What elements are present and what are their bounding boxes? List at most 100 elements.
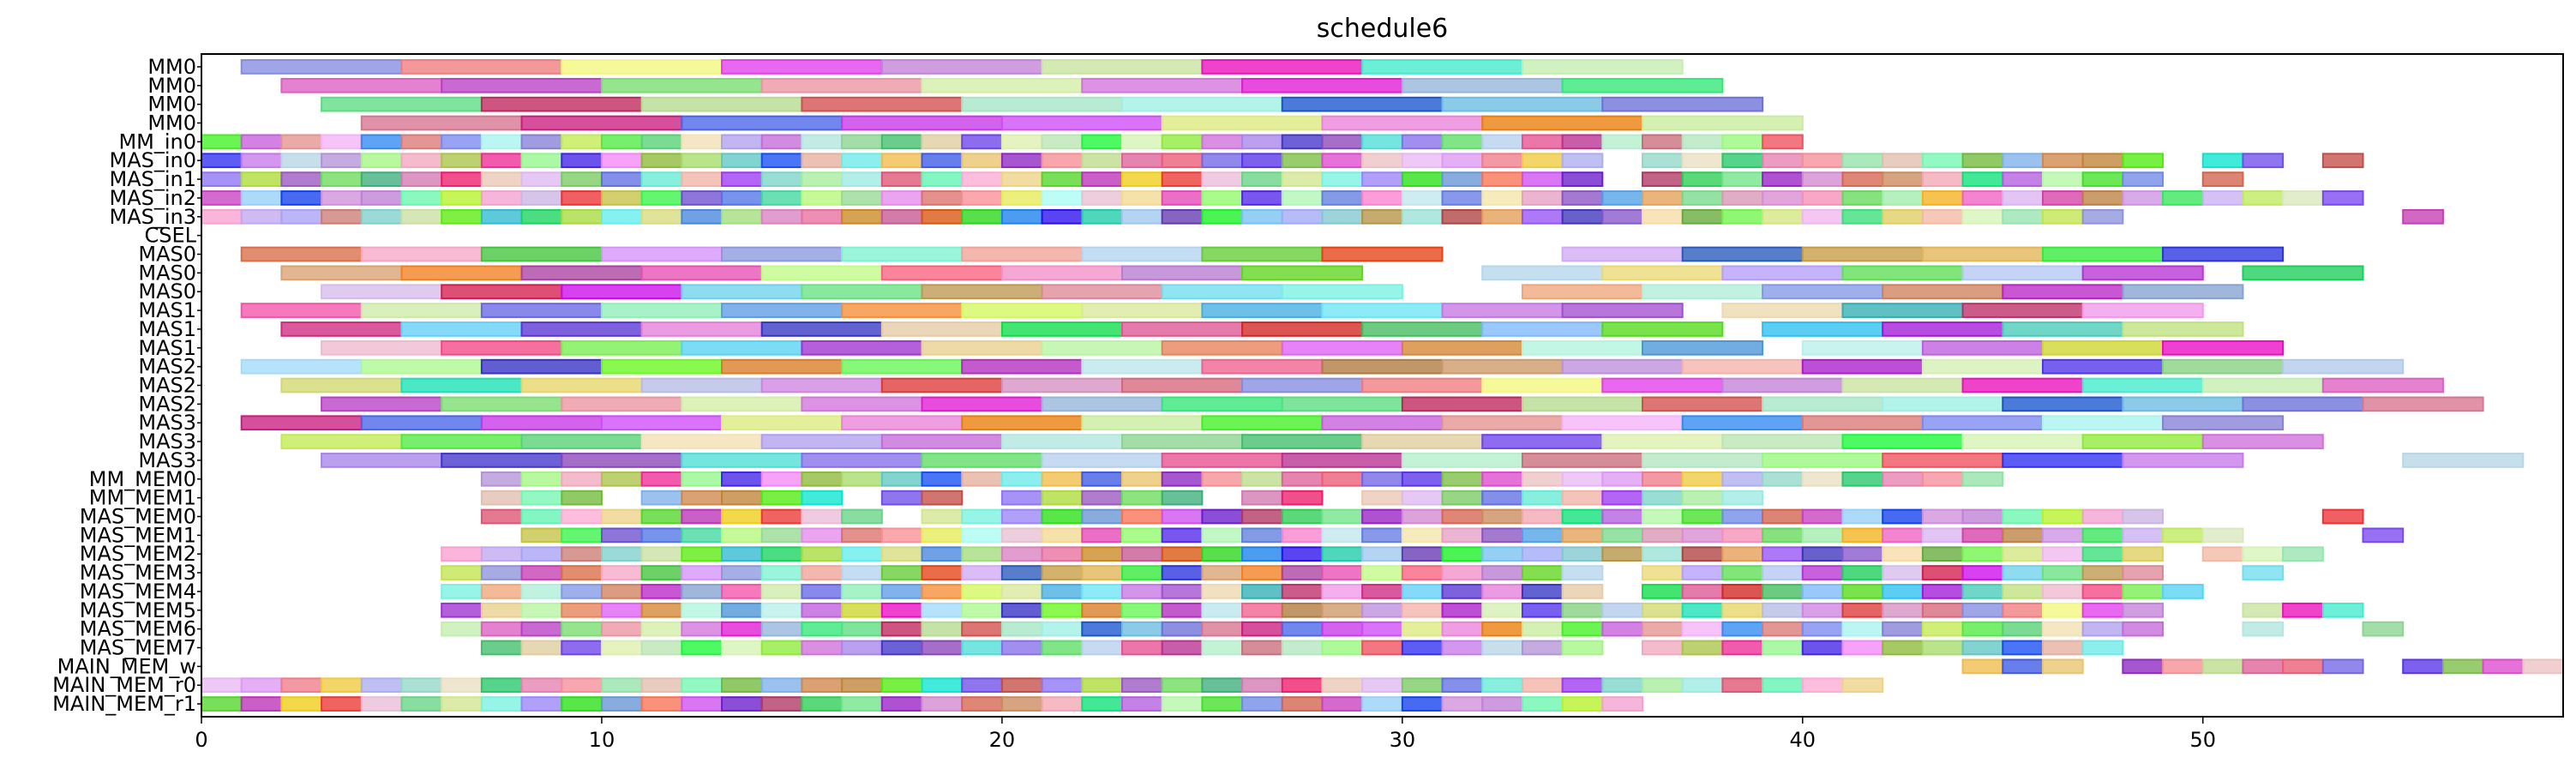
task-bar [1642,640,1684,656]
task-bar [921,490,964,506]
task-bar [561,471,603,487]
task-bar [2081,527,2124,544]
task-bar [321,339,443,356]
task-bar [841,677,883,694]
task-bar [2041,621,2084,637]
task-bar [1801,190,1844,206]
task-bar [280,696,323,712]
task-bar [1642,621,1684,637]
task-bar [1041,640,1084,656]
task-bar [280,321,403,337]
task-bar [1201,358,1324,375]
task-bar [600,677,643,694]
task-bar [1081,584,1123,599]
task-bar [1401,696,1444,712]
task-bar [1041,471,1084,487]
task-bar [520,621,563,637]
y-tick-label: MAS3 [138,430,196,454]
task-bar [2122,508,2165,525]
task-bar [1241,696,1283,712]
y-tick-label: MAS1 [138,336,196,360]
task-bar [480,415,603,431]
task-bar [961,358,1084,375]
task-bar [921,546,964,562]
y-tick-label: MM_in0 [118,129,196,153]
task-bar [1841,565,1884,580]
task-bar [561,677,603,694]
task-bar [1561,303,1684,318]
task-bar [1441,546,1484,562]
task-bar [1241,640,1283,656]
task-bar [681,190,724,206]
x-tick-label: 10 [589,728,615,752]
task-bar [921,284,1043,300]
task-bar [1401,546,1444,562]
task-bar [1241,602,1283,618]
task-bar [1361,508,1403,525]
task-bar [880,640,923,656]
task-bar [2041,208,2084,225]
task-bar [880,134,923,150]
task-bar [1561,527,1604,544]
task-bar [2081,546,2124,562]
task-bar [841,246,964,262]
task-bar [1762,677,1804,694]
task-bar [1921,171,1964,187]
task-bar [2002,208,2044,225]
task-bar [441,621,483,637]
task-bar [1721,171,1764,187]
task-bar [1561,190,1604,206]
task-bar [2002,527,2044,544]
task-bar [1241,527,1283,544]
task-bar [1401,339,1523,356]
task-bar [1601,321,1724,337]
task-bar [1081,77,1244,93]
task-bar [721,153,763,169]
task-bar [1361,621,1403,637]
task-bar [1281,602,1324,618]
task-bar [1361,640,1403,656]
task-bar [2041,658,2084,675]
task-bar [921,134,964,150]
task-bar [480,153,523,169]
task-bar [1681,508,1724,525]
task-bar [2002,602,2044,618]
task-bar [280,265,403,281]
task-bar [1161,640,1204,656]
task-bar [1441,171,1484,187]
task-bar [1321,471,1364,487]
x-tick-label: 20 [989,728,1016,752]
task-bar [921,153,964,169]
task-bar [681,527,724,544]
task-bar [1961,658,2004,675]
task-bar [1841,640,1884,656]
task-bar [1441,153,1484,169]
task-bar [1081,303,1204,318]
task-bar [1441,208,1484,225]
task-bar [1241,546,1283,562]
task-bar [1120,490,1163,506]
task-bar [921,471,964,487]
task-bar [961,415,1084,431]
task-bar [2081,303,2204,318]
task-bar [640,153,683,169]
task-bar [1401,471,1444,487]
task-bar [841,358,964,375]
task-bar [961,677,1003,694]
task-bar [2041,415,2165,431]
task-bar [1762,171,1804,187]
task-bar [1120,96,1283,112]
task-bar [1561,246,1684,262]
task-bar [2081,208,2124,225]
task-bar [1481,471,1523,487]
task-bar [520,696,563,712]
task-bar [1321,208,1364,225]
y-tick-label: MAS0 [138,279,196,303]
task-bar [1281,208,1324,225]
task-bar [681,602,724,618]
task-bar [880,471,923,487]
task-bar [1120,434,1244,449]
task-bar [1762,284,1884,300]
y-tick-label: MAS2 [138,374,196,398]
